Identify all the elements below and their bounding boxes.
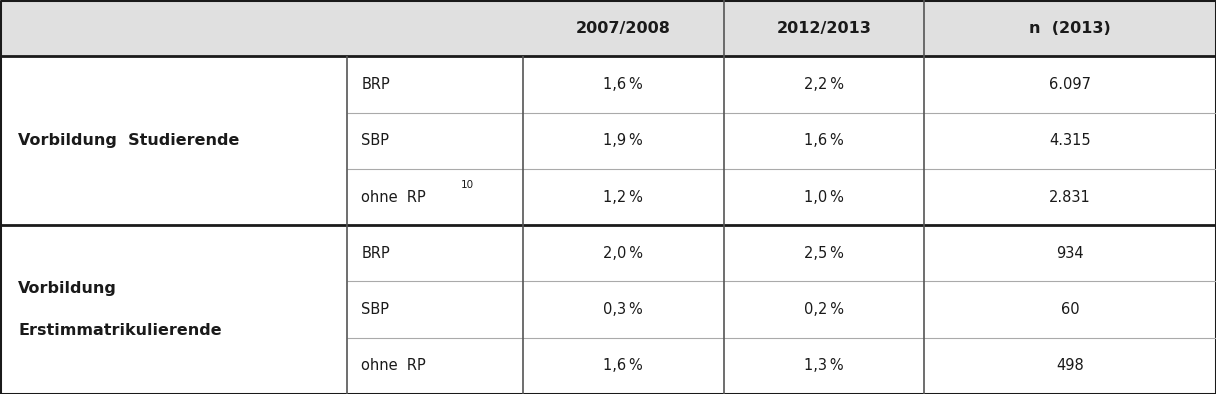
Text: 2,2 %: 2,2 % xyxy=(804,77,844,92)
Text: 4.315: 4.315 xyxy=(1049,133,1091,148)
Text: 1,3 %: 1,3 % xyxy=(804,359,844,374)
Text: 2007/2008: 2007/2008 xyxy=(575,20,671,35)
Text: 1,6 %: 1,6 % xyxy=(804,133,844,148)
Text: n  (2013): n (2013) xyxy=(1029,20,1111,35)
Text: SBP: SBP xyxy=(361,302,389,317)
Text: Vorbildung: Vorbildung xyxy=(18,281,117,296)
Bar xyxy=(347,281,1216,338)
Text: 6.097: 6.097 xyxy=(1049,77,1091,92)
Bar xyxy=(347,56,1216,113)
Text: 0,2 %: 0,2 % xyxy=(804,302,844,317)
Text: 2012/2013: 2012/2013 xyxy=(776,20,872,35)
Text: 498: 498 xyxy=(1057,359,1083,374)
Text: Vorbildung  Studierende: Vorbildung Studierende xyxy=(18,133,240,148)
Text: 934: 934 xyxy=(1057,246,1083,261)
Text: BRP: BRP xyxy=(361,246,390,261)
Text: 60: 60 xyxy=(1060,302,1080,317)
Text: Erstimmatrikulierende: Erstimmatrikulierende xyxy=(18,323,221,338)
Text: 10: 10 xyxy=(461,180,474,190)
Text: ohne  RP: ohne RP xyxy=(361,359,426,374)
Text: 1,9 %: 1,9 % xyxy=(603,133,643,148)
Bar xyxy=(0,281,347,338)
Text: BRP: BRP xyxy=(361,77,390,92)
Text: 2,5 %: 2,5 % xyxy=(804,246,844,261)
Text: 2.831: 2.831 xyxy=(1049,190,1091,204)
Text: 1,0 %: 1,0 % xyxy=(804,190,844,204)
Text: 0,3 %: 0,3 % xyxy=(603,302,643,317)
Bar xyxy=(0,0,1216,56)
Bar xyxy=(347,225,1216,281)
Text: 2,0 %: 2,0 % xyxy=(603,246,643,261)
Text: SBP: SBP xyxy=(361,133,389,148)
Text: ohne  RP: ohne RP xyxy=(361,190,426,204)
Bar xyxy=(347,338,1216,394)
Bar xyxy=(347,113,1216,169)
Text: 1,2 %: 1,2 % xyxy=(603,190,643,204)
Bar xyxy=(0,113,347,169)
Bar xyxy=(347,169,1216,225)
Text: 1,6 %: 1,6 % xyxy=(603,359,643,374)
Text: 1,6 %: 1,6 % xyxy=(603,77,643,92)
